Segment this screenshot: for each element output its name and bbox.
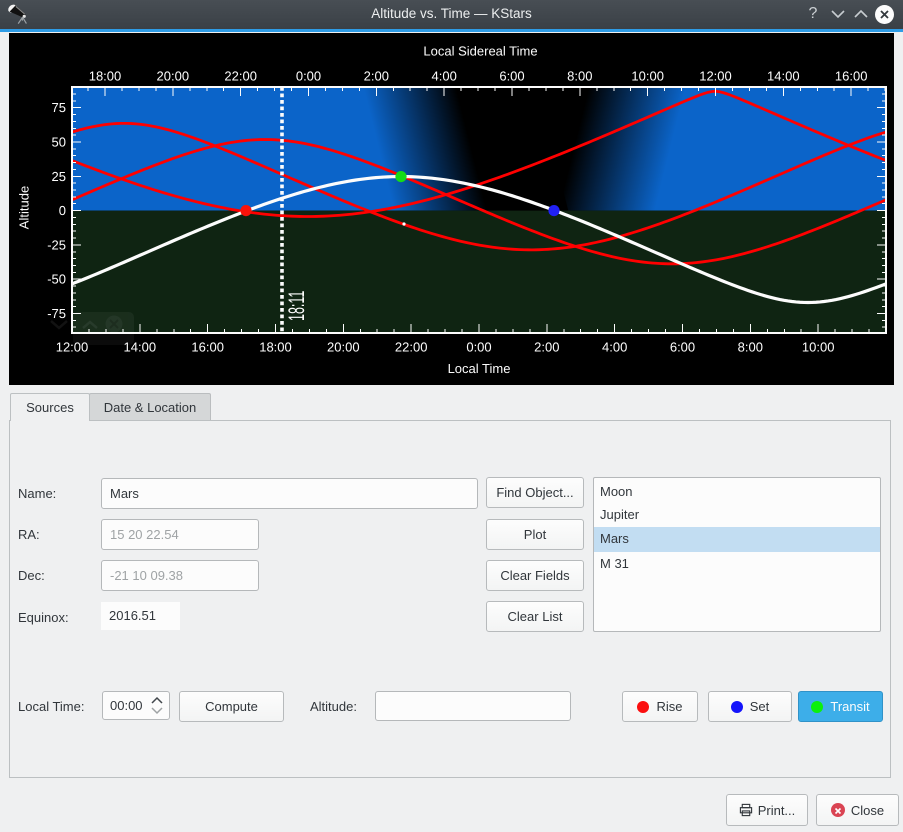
svg-text:4:00: 4:00 [432,69,457,84]
svg-text:-50: -50 [47,272,66,287]
svg-text:Local Sidereal Time: Local Sidereal Time [423,44,537,59]
svg-text:20:00: 20:00 [327,340,360,355]
svg-text:2:00: 2:00 [534,340,559,355]
svg-text:-75: -75 [47,306,66,321]
svg-text:Altitude: Altitude [17,186,32,229]
svg-text:18:11: 18:11 [284,291,309,321]
svg-text:10:00: 10:00 [631,69,664,84]
svg-text:12:00: 12:00 [699,69,732,84]
svg-text:22:00: 22:00 [224,69,257,84]
svg-text:22:00: 22:00 [395,340,428,355]
svg-text:18:00: 18:00 [259,340,292,355]
svg-text:20:00: 20:00 [157,69,190,84]
svg-text:0:00: 0:00 [466,340,491,355]
svg-text:8:00: 8:00 [567,69,592,84]
svg-text:75: 75 [52,100,66,115]
svg-text:25: 25 [52,169,66,184]
svg-text:Local Time: Local Time [448,361,511,376]
svg-text:12:00: 12:00 [56,340,89,355]
svg-text:6:00: 6:00 [499,69,524,84]
svg-text:2:00: 2:00 [364,69,389,84]
svg-text:14:00: 14:00 [124,340,157,355]
svg-text:0:00: 0:00 [296,69,321,84]
svg-text:14:00: 14:00 [767,69,800,84]
svg-text:6:00: 6:00 [670,340,695,355]
svg-text:4:00: 4:00 [602,340,627,355]
svg-text:8:00: 8:00 [738,340,763,355]
svg-text:0: 0 [59,203,66,218]
svg-text:10:00: 10:00 [802,340,835,355]
svg-text:16:00: 16:00 [191,340,224,355]
svg-text:-25: -25 [47,237,66,252]
svg-text:16:00: 16:00 [835,69,868,84]
svg-text:18:00: 18:00 [89,69,122,84]
svg-text:50: 50 [52,135,66,150]
